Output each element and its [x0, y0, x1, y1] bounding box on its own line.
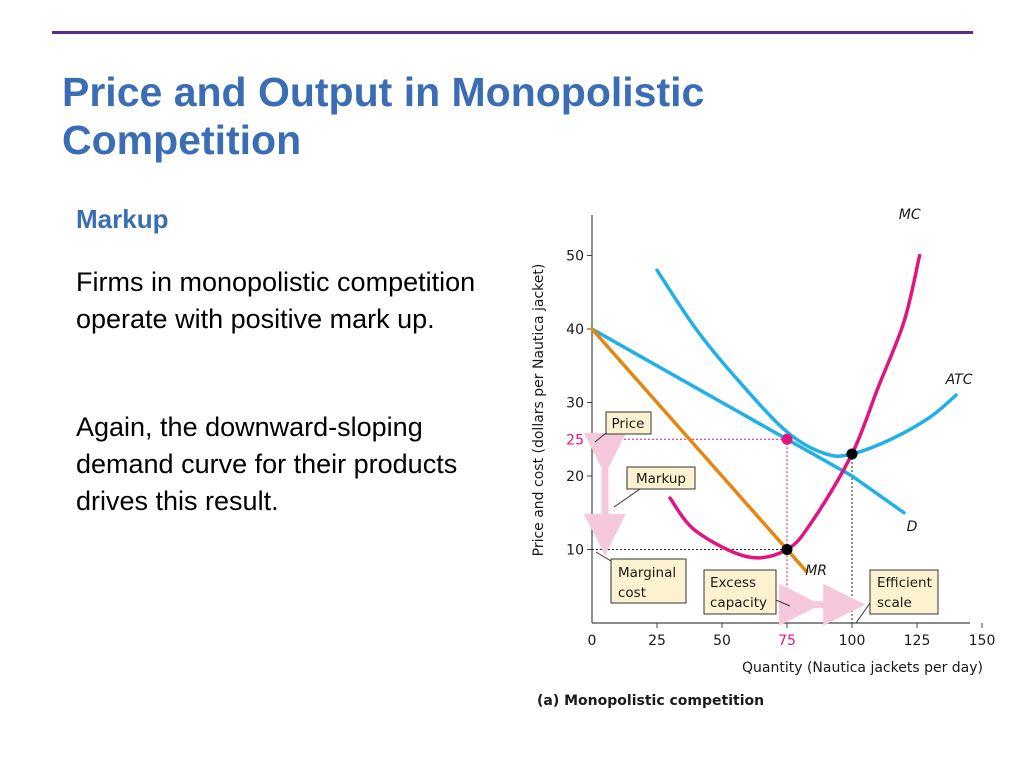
- y-tick-25-highlight: 25: [566, 432, 584, 448]
- atc-curve: [655, 268, 958, 458]
- y-tick-label: 50: [566, 249, 584, 265]
- slide-title-line1: Price and Output in Monopolistic: [62, 69, 705, 115]
- point-2: [781, 544, 793, 555]
- mc-curve: [668, 253, 922, 560]
- mr-curve-label: MR: [805, 563, 827, 579]
- points: [781, 433, 858, 555]
- price-callout: Price: [594, 411, 652, 443]
- y-tick-label: 40: [566, 322, 584, 338]
- y-tick-label: 30: [566, 396, 584, 412]
- x-tick-label: 0: [588, 633, 597, 649]
- y-tick-label: 20: [566, 469, 584, 485]
- price-callout-text: Price: [612, 416, 645, 432]
- point-1: [781, 433, 793, 445]
- y-tick-label: 10: [566, 543, 584, 559]
- efficient-scale-leader: [855, 602, 871, 624]
- x-ticks: 0 25 50 75 100 125 150: [588, 623, 996, 649]
- efficient-scale-callout: Efficient scale: [855, 569, 939, 624]
- excess-capacity-text-1: Excess: [710, 575, 756, 591]
- demand-curve: [590, 327, 906, 515]
- curves: [590, 253, 958, 574]
- x-tick-label: 25: [648, 633, 666, 649]
- x-tick-label: 125: [904, 633, 931, 649]
- mc-curve-label: MC: [899, 207, 921, 223]
- top-rule: [52, 31, 973, 34]
- excess-capacity-text-2: capacity: [710, 595, 767, 611]
- slide-title: Price and Output in Monopolistic Competi…: [62, 68, 962, 164]
- x-tick-label: 50: [713, 633, 731, 649]
- body-paragraph-2: Again, the downward-sloping demand curve…: [76, 412, 458, 516]
- y-axis-label: Price and cost (dollars per Nautica jack…: [531, 264, 547, 557]
- markup-callout: Markup: [613, 466, 696, 508]
- x-axis-label: Quantity (Nautica jackets per day): [742, 660, 983, 676]
- atc-curve-label: ATC: [945, 372, 973, 388]
- excess-capacity-leader: [775, 599, 791, 607]
- chart: Price and cost (dollars per Nautica jack…: [531, 207, 996, 709]
- x-tick-label: 75: [778, 633, 796, 649]
- marginal-cost-leader: [595, 551, 612, 562]
- y-ticks: 10 20 30 40 50: [566, 249, 592, 559]
- mr-curve: [590, 327, 809, 574]
- arrows: [584, 432, 866, 626]
- efficient-scale-text-2: scale: [877, 595, 912, 611]
- efficient-scale-text-1: Efficient: [877, 575, 932, 591]
- x-tick-label: 150: [969, 633, 996, 649]
- chart-caption: (a) Monopolistic competition: [537, 693, 764, 709]
- slide-title-line2: Competition: [62, 117, 302, 163]
- body-paragraph-1: Firms in monopolistic competition operat…: [76, 267, 476, 334]
- demand-curve-label: D: [907, 519, 918, 535]
- section-heading: Markup: [76, 204, 169, 234]
- marginal-cost-callout: Marginal cost: [595, 551, 687, 604]
- marginal-cost-text-2: cost: [618, 585, 646, 601]
- markup-callout-text: Markup: [636, 471, 686, 487]
- x-tick-label: 100: [839, 633, 866, 649]
- excess-capacity-callout: Excess capacity: [703, 569, 791, 615]
- price-callout-leader: [594, 432, 607, 443]
- marginal-cost-text-1: Marginal: [618, 565, 676, 581]
- markup-callout-leader: [613, 488, 641, 508]
- point-3: [846, 448, 858, 460]
